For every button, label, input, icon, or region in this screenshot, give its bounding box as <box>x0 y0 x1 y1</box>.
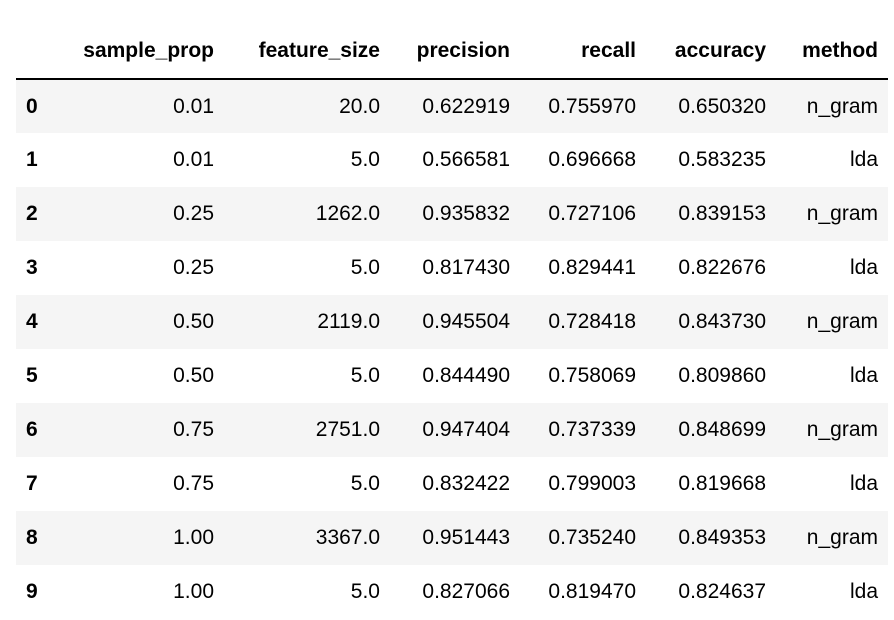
row-index: 3 <box>26 256 38 279</box>
table-row: 0 0.01 20.0 0.622919 0.755970 0.650320 n… <box>16 79 888 133</box>
cell-recall: 0.727106 <box>548 202 636 225</box>
cell-sample-prop: 0.50 <box>173 364 214 387</box>
cell-accuracy: 0.809860 <box>678 364 766 387</box>
cell-feature-size: 5.0 <box>350 364 380 387</box>
cell-feature-size: 20.0 <box>339 94 380 118</box>
cell-accuracy: 0.824637 <box>678 580 766 603</box>
cell-precision: 0.832422 <box>422 472 510 495</box>
dataframe-table: sample_prop feature_size precision recal… <box>16 24 888 619</box>
cell-accuracy: 0.650320 <box>678 94 766 118</box>
cell-sample-prop: 0.25 <box>173 256 214 279</box>
cell-feature-size: 3367.0 <box>315 526 380 549</box>
table-row: 4 0.50 2119.0 0.945504 0.728418 0.843730… <box>16 295 888 349</box>
row-index: 8 <box>26 526 38 549</box>
table-header: sample_prop feature_size precision recal… <box>16 24 888 80</box>
row-index: 0 <box>26 94 38 118</box>
cell-accuracy: 0.822676 <box>678 256 766 279</box>
header-method: method <box>776 24 888 80</box>
cell-precision: 0.566581 <box>422 148 510 171</box>
cell-precision: 0.945504 <box>422 310 510 333</box>
cell-precision: 0.817430 <box>422 256 510 279</box>
table-row: 1 0.01 5.0 0.566581 0.696668 0.583235 ld… <box>16 133 888 187</box>
cell-recall: 0.819470 <box>548 580 636 603</box>
cell-sample-prop: 0.50 <box>173 310 214 333</box>
row-index: 7 <box>26 472 38 495</box>
header-precision: precision <box>390 24 520 80</box>
cell-recall: 0.737339 <box>548 418 636 441</box>
cell-method: lda <box>849 148 878 171</box>
header-accuracy: accuracy <box>646 24 776 80</box>
cell-feature-size: 5.0 <box>350 580 380 603</box>
cell-recall: 0.755970 <box>548 94 636 118</box>
cell-feature-size: 5.0 <box>350 472 380 495</box>
cell-feature-size: 1262.0 <box>315 202 380 225</box>
table-row: 2 0.25 1262.0 0.935832 0.727106 0.839153… <box>16 187 888 241</box>
cell-precision: 0.622919 <box>422 94 510 118</box>
row-index: 6 <box>26 418 38 441</box>
cell-recall: 0.728418 <box>548 310 636 333</box>
cell-accuracy: 0.848699 <box>678 418 766 441</box>
header-sample-prop: sample_prop <box>58 24 224 80</box>
cell-sample-prop: 1.00 <box>173 580 214 603</box>
cell-sample-prop: 0.75 <box>173 418 214 441</box>
cell-method: n_gram <box>806 418 878 441</box>
header-recall: recall <box>520 24 646 80</box>
cell-precision: 0.827066 <box>422 580 510 603</box>
table-body: 0 0.01 20.0 0.622919 0.755970 0.650320 n… <box>16 79 888 619</box>
cell-recall: 0.735240 <box>548 526 636 549</box>
cell-feature-size: 5.0 <box>350 148 380 171</box>
table-row: 3 0.25 5.0 0.817430 0.829441 0.822676 ld… <box>16 241 888 295</box>
cell-accuracy: 0.849353 <box>678 526 766 549</box>
cell-recall: 0.696668 <box>548 148 636 171</box>
cell-method: lda <box>849 580 878 603</box>
cell-feature-size: 5.0 <box>350 256 380 279</box>
cell-accuracy: 0.583235 <box>678 148 766 171</box>
table-row: 9 1.00 5.0 0.827066 0.819470 0.824637 ld… <box>16 565 888 619</box>
header-row: sample_prop feature_size precision recal… <box>16 24 888 80</box>
cell-sample-prop: 0.01 <box>173 94 214 118</box>
cell-feature-size: 2119.0 <box>317 310 380 333</box>
table-row: 6 0.75 2751.0 0.947404 0.737339 0.848699… <box>16 403 888 457</box>
row-index: 1 <box>26 148 38 171</box>
row-index: 9 <box>26 580 38 603</box>
cell-method: n_gram <box>806 310 878 333</box>
header-feature-size: feature_size <box>224 24 390 80</box>
row-index: 5 <box>26 364 38 387</box>
cell-method: lda <box>849 364 878 387</box>
cell-accuracy: 0.819668 <box>678 472 766 495</box>
cell-method: n_gram <box>806 526 878 549</box>
cell-method: n_gram <box>806 94 878 118</box>
cell-recall: 0.758069 <box>548 364 636 387</box>
cell-recall: 0.799003 <box>548 472 636 495</box>
cell-accuracy: 0.839153 <box>678 202 766 225</box>
cell-precision: 0.947404 <box>422 418 510 441</box>
cell-sample-prop: 0.25 <box>173 202 214 225</box>
cell-precision: 0.935832 <box>422 202 510 225</box>
row-index: 4 <box>26 310 38 333</box>
table-row: 5 0.50 5.0 0.844490 0.758069 0.809860 ld… <box>16 349 888 403</box>
table-row: 8 1.00 3367.0 0.951443 0.735240 0.849353… <box>16 511 888 565</box>
cell-sample-prop: 1.00 <box>173 526 214 549</box>
cell-sample-prop: 0.75 <box>173 472 214 495</box>
cell-sample-prop: 0.01 <box>173 148 214 171</box>
table-row: 7 0.75 5.0 0.832422 0.799003 0.819668 ld… <box>16 457 888 511</box>
cell-precision: 0.844490 <box>422 364 510 387</box>
row-index: 2 <box>26 202 38 225</box>
cell-method: n_gram <box>806 202 878 225</box>
cell-feature-size: 2751.0 <box>315 418 380 441</box>
cell-recall: 0.829441 <box>548 256 636 279</box>
cell-precision: 0.951443 <box>422 526 510 549</box>
cell-method: lda <box>849 472 878 495</box>
header-index <box>16 24 58 80</box>
cell-method: lda <box>849 256 878 279</box>
cell-accuracy: 0.843730 <box>678 310 766 333</box>
